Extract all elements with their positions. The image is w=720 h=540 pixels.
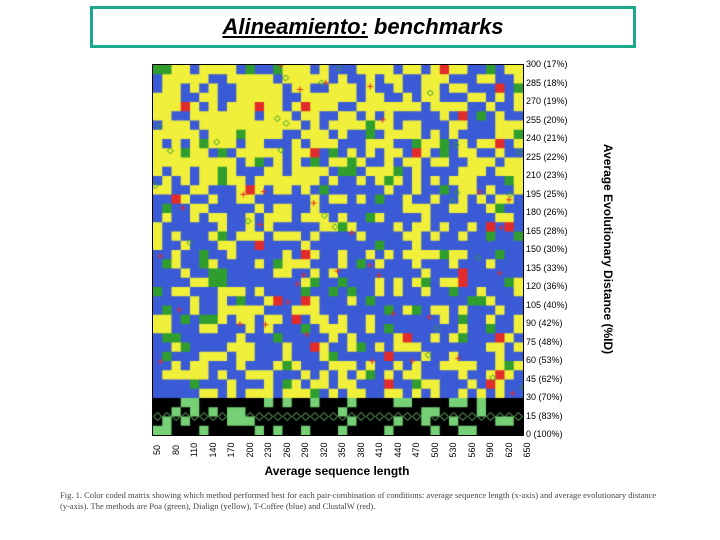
x-tick-label: 140 (208, 442, 218, 457)
x-tick-label: 50 (152, 445, 162, 455)
y-tick-label: 300 (17%) (526, 59, 568, 69)
y-tick-label: 195 (25%) (526, 189, 568, 199)
x-tick-label: 590 (485, 442, 495, 457)
y-axis-ticks: 300 (17%)285 (18%)270 (19%)255 (20%)240 … (526, 64, 598, 434)
x-tick-label: 620 (504, 442, 514, 457)
x-tick-label: 530 (448, 442, 458, 457)
y-tick-label: 150 (30%) (526, 244, 568, 254)
x-axis-ticks: 50 80 110 140 170 200 230 260 290 320 350 380 410 440… (152, 436, 522, 466)
y-tick-label: 60 (53%) (526, 355, 563, 365)
y-tick-label: 75 (48%) (526, 337, 563, 347)
heatmap-area: 300 (17%)285 (18%)270 (19%)255 (20%)240 … (152, 64, 522, 434)
x-tick-label: 560 (467, 442, 477, 457)
figure-caption: Fig. 1. Color coded matrix showing which… (60, 490, 660, 511)
x-tick-label: 650 (522, 442, 532, 457)
x-tick-label: 470 (411, 442, 421, 457)
x-tick-label: 440 (393, 442, 403, 457)
y-tick-label: 225 (22%) (526, 152, 568, 162)
x-tick-label: 500 (430, 442, 440, 457)
x-tick-label: 170 (226, 442, 236, 457)
x-tick-label: 350 (337, 442, 347, 457)
y-tick-label: 90 (42%) (526, 318, 563, 328)
x-axis-label: Average sequence length (265, 464, 410, 478)
y-tick-label: 30 (70%) (526, 392, 563, 402)
x-tick-label: 290 (300, 442, 310, 457)
heatmap-canvas (152, 64, 524, 436)
x-tick-label: 410 (374, 442, 384, 457)
y-tick-label: 15 (83%) (526, 411, 563, 421)
y-tick-label: 105 (40%) (526, 300, 568, 310)
title-suffix: benchmarks (374, 14, 504, 40)
figure-container: 300 (17%)285 (18%)270 (19%)255 (20%)240 … (120, 64, 640, 484)
y-tick-label: 180 (26%) (526, 207, 568, 217)
x-tick-label: 260 (282, 442, 292, 457)
y-axis-label: Average Evolutionary Distance (%ID) (601, 144, 615, 354)
x-tick-label: 110 (189, 443, 199, 457)
x-tick-label: 230 (263, 442, 273, 457)
y-tick-label: 45 (62%) (526, 374, 563, 384)
slide-title-box: Alineamiento: benchmarks (90, 6, 636, 48)
y-tick-label: 120 (36%) (526, 281, 568, 291)
y-tick-label: 0 (100%) (526, 429, 563, 439)
title-prefix: Alineamiento: (222, 14, 367, 40)
x-tick-label: 380 (356, 442, 366, 457)
y-tick-label: 285 (18%) (526, 78, 568, 88)
y-tick-label: 255 (20%) (526, 115, 568, 125)
y-tick-label: 240 (21%) (526, 133, 568, 143)
y-tick-label: 165 (28%) (526, 226, 568, 236)
y-tick-label: 270 (19%) (526, 96, 568, 106)
y-tick-label: 135 (33%) (526, 263, 568, 273)
x-tick-label: 320 (319, 442, 329, 457)
x-tick-label: 200 (245, 442, 255, 457)
slide-root: Alineamiento: benchmarks 300 (17%)285 (1… (0, 0, 720, 540)
x-tick-label: 80 (171, 445, 181, 455)
y-tick-label: 210 (23%) (526, 170, 568, 180)
